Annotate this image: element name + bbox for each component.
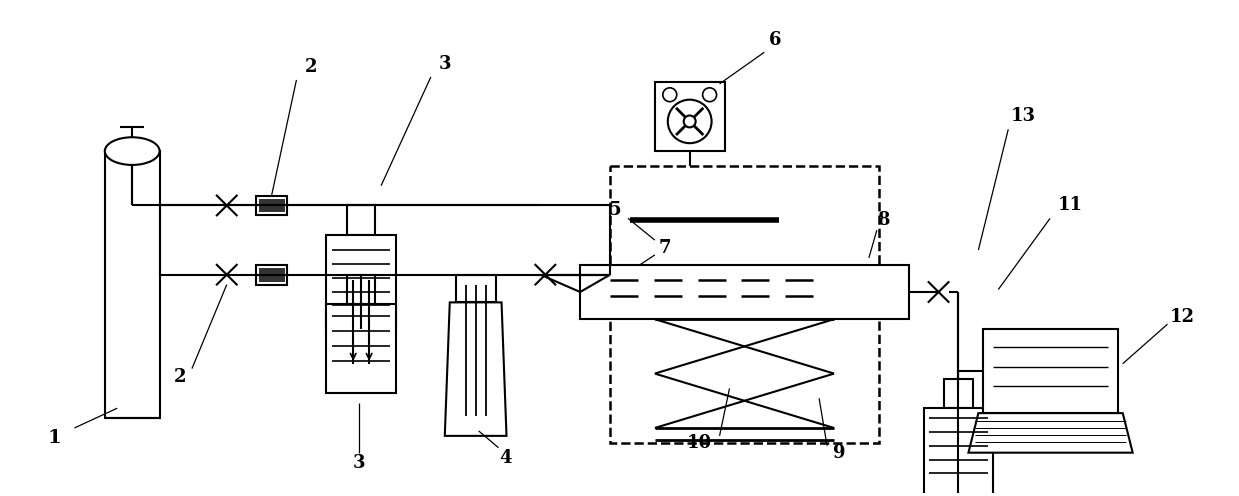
- Bar: [580, 265, 908, 319]
- Ellipse shape: [105, 137, 160, 165]
- Bar: [984, 329, 1118, 413]
- Polygon shape: [445, 303, 507, 436]
- Circle shape: [663, 88, 676, 102]
- Text: 3: 3: [353, 453, 366, 472]
- Bar: [259, 268, 285, 282]
- Text: 12: 12: [1170, 308, 1194, 326]
- Text: 11: 11: [1057, 196, 1083, 214]
- Text: 6: 6: [769, 31, 782, 50]
- Circle shape: [668, 100, 711, 143]
- Bar: [347, 205, 375, 235]
- Text: 13: 13: [1011, 108, 1036, 125]
- Text: 1: 1: [47, 429, 62, 447]
- Text: 7: 7: [659, 239, 672, 257]
- Text: 5: 5: [608, 201, 621, 219]
- Bar: [610, 166, 878, 443]
- Bar: [326, 235, 396, 329]
- Text: 8: 8: [877, 211, 890, 229]
- Bar: [456, 275, 496, 303]
- Text: 2: 2: [305, 58, 317, 76]
- Text: 2: 2: [173, 368, 186, 385]
- Bar: [259, 198, 285, 212]
- Polygon shape: [969, 413, 1132, 453]
- Bar: [347, 275, 375, 305]
- Circle shape: [684, 116, 695, 127]
- Text: 9: 9: [833, 444, 845, 462]
- Bar: [255, 265, 287, 285]
- Bar: [105, 151, 160, 418]
- Bar: [326, 305, 396, 393]
- Bar: [923, 408, 994, 496]
- Bar: [944, 378, 974, 408]
- Text: 4: 4: [499, 448, 512, 467]
- Circle shape: [703, 88, 716, 102]
- Text: 10: 10: [688, 434, 712, 452]
- Bar: [655, 82, 725, 151]
- Text: 3: 3: [439, 55, 451, 73]
- Bar: [255, 195, 287, 215]
